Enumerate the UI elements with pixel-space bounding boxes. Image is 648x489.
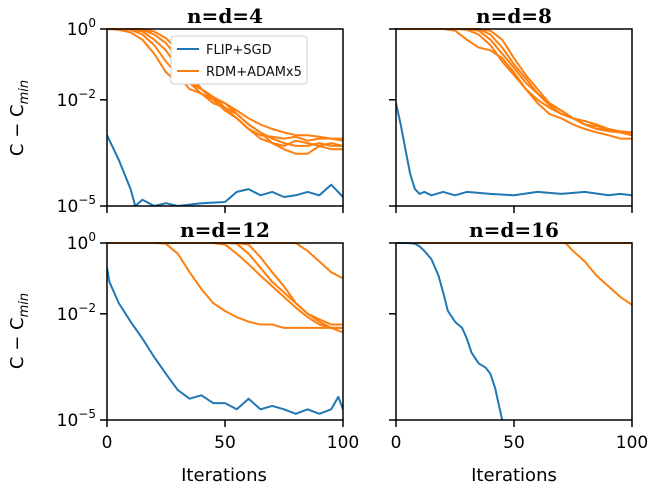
rdm-adam-line-4 — [396, 28, 632, 137]
rdm-adam-line-3 — [107, 242, 343, 334]
panels: n=d=4 100 10−2 10−5 n=d=8 n=d=12 0 50 100 100 10−2… — [57, 4, 648, 453]
y-tick-label: 10−2 — [57, 301, 96, 325]
panel-title: n=d=16 — [469, 218, 559, 242]
y-tick-label: 100 — [67, 16, 96, 40]
y-tick-label: 10−5 — [57, 407, 96, 431]
panel-title: n=d=12 — [180, 218, 270, 242]
panel-3: n=d=12 0 50 100 100 10−2 10−5 — [57, 218, 360, 453]
rdm-adam-line-6 — [396, 28, 632, 134]
y-axis-label-bottom: C − Cmin — [7, 293, 32, 369]
rdm-adam-line-5 — [107, 28, 343, 155]
x-tick-label: 50 — [503, 433, 525, 453]
flip-sgd-line-1 — [396, 242, 504, 420]
panel-frame — [395, 242, 633, 421]
x-axis-label-left: Iterations — [181, 465, 267, 486]
rdm-adam-line-6 — [107, 242, 343, 280]
panel-2: n=d=8 — [389, 4, 633, 213]
series-group — [107, 28, 343, 206]
rdm-adam-line-4 — [107, 242, 343, 329]
series-group — [396, 242, 632, 420]
panel-frame — [106, 242, 344, 421]
legend-label-flip: FLIP+SGD — [206, 43, 272, 58]
x-axis-label-right: Iterations — [471, 465, 557, 486]
rdm-adam-line-2 — [396, 242, 632, 306]
legend: FLIP+SGD RDM+ADAMx5 — [170, 35, 308, 85]
legend-box — [170, 35, 308, 85]
series-group — [396, 28, 632, 197]
flip-sgd-line-1 — [396, 102, 632, 197]
panel-4: n=d=16 0 50 100 — [389, 218, 648, 453]
legend-label-rdm: RDM+ADAMx5 — [206, 65, 302, 80]
rdm-adam-line-2 — [107, 242, 343, 329]
rdm-adam-line-2 — [396, 28, 632, 140]
rdm-adam-line-3 — [107, 28, 343, 147]
rdm-adam-line-3 — [396, 28, 632, 137]
panel-title: n=d=4 — [187, 4, 263, 28]
panel-title: n=d=8 — [476, 4, 552, 28]
panel-1: n=d=4 100 10−2 10−5 — [57, 4, 344, 217]
rdm-adam-line-6 — [107, 28, 343, 147]
flip-sgd-line-1 — [107, 266, 343, 415]
flip-sgd-line-1 — [107, 134, 343, 206]
y-axis-label-top: C − Cmin — [7, 80, 32, 156]
x-tick-label: 0 — [391, 433, 402, 453]
x-tick-label: 100 — [616, 433, 648, 453]
x-tick-label: 100 — [327, 433, 359, 453]
x-tick-label: 0 — [102, 433, 113, 453]
rdm-adam-line-5 — [107, 242, 343, 326]
x-tick-label: 50 — [214, 433, 236, 453]
y-tick-label: 10−2 — [57, 87, 96, 111]
panel-frame — [395, 28, 633, 207]
y-tick-label: 100 — [67, 230, 96, 254]
y-tick-label: 10−5 — [57, 193, 96, 217]
rdm-adam-line-5 — [396, 28, 632, 134]
series-group — [107, 242, 343, 415]
